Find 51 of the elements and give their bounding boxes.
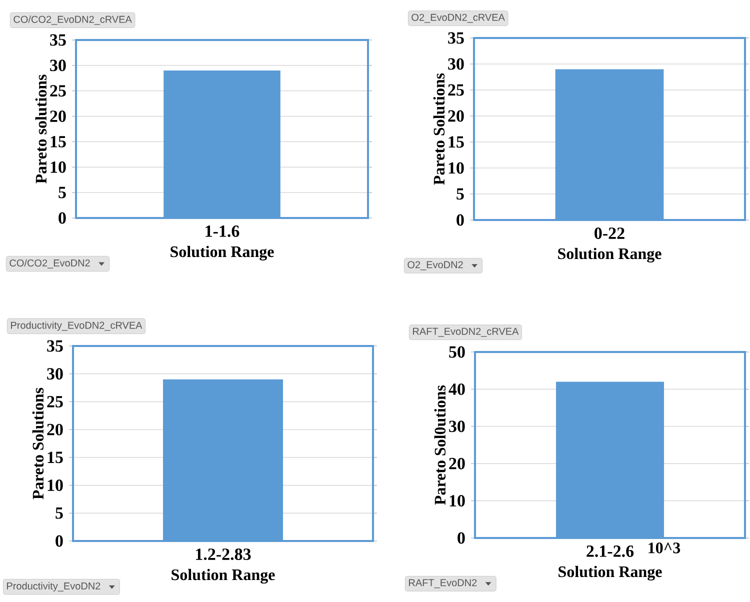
chart-title: RAFT_EvoDN2_cRVEA bbox=[413, 328, 519, 337]
y-tick-label: 0 bbox=[56, 535, 63, 547]
y-tick-label: 10 bbox=[448, 162, 464, 174]
y-tick-label: 30 bbox=[47, 368, 63, 380]
x-axis-title: Solution Range bbox=[170, 246, 274, 261]
y-tick-label: 10 bbox=[450, 495, 465, 507]
x-axis-title: Solution Range bbox=[558, 248, 662, 262]
y-tick-label: 15 bbox=[50, 136, 66, 148]
y-tick-label: 35 bbox=[50, 34, 66, 46]
y-axis-title: Pareto solutions bbox=[35, 74, 47, 184]
text: Productivity_EvoDN2_cRVEA bbox=[11, 321, 142, 331]
y-tick-label: 35 bbox=[448, 32, 464, 44]
x-axis-title: Solution Range bbox=[558, 566, 662, 581]
y-tick-label: 0 bbox=[456, 214, 464, 226]
text: CO/CO2_EvoDN2 bbox=[10, 259, 90, 268]
text: O2_EvoDN2 bbox=[408, 261, 463, 270]
text: RAFT_EvoDN2 bbox=[409, 579, 477, 588]
y-tick-label: 50 bbox=[449, 346, 465, 358]
y-tick-label: 30 bbox=[50, 60, 66, 72]
y-axis-title: Pareto Solutions bbox=[32, 388, 44, 500]
chart-title: O2_EvoDN2_cRVEA bbox=[412, 14, 505, 23]
x-tick-label: 2.1-2.6 bbox=[586, 546, 634, 558]
y-tick-label: 25 bbox=[47, 396, 63, 408]
y-tick-label: 5 bbox=[456, 188, 464, 200]
y-tick-label: 25 bbox=[50, 85, 66, 97]
y-tick-label: 30 bbox=[448, 58, 464, 70]
x-axis-title: Solution Range bbox=[172, 568, 275, 584]
text: CO/CO2_EvoDN2_cRVEA bbox=[14, 16, 132, 25]
y-tick-label: 30 bbox=[449, 420, 465, 432]
y-axis-title: Pareto Solutions bbox=[433, 73, 445, 185]
y-tick-label: 40 bbox=[448, 383, 465, 395]
text: Productivity_EvoDN2 bbox=[7, 582, 100, 592]
x-tick-label: 1-1.6 bbox=[206, 226, 240, 238]
y-tick-label: 5 bbox=[58, 186, 66, 198]
y-tick-label: 20 bbox=[50, 110, 66, 122]
y-tick-label: 5 bbox=[56, 507, 63, 519]
y-tick-label: 20 bbox=[448, 110, 464, 122]
y-tick-label: 35 bbox=[47, 340, 63, 352]
text: 10^3 bbox=[648, 542, 680, 554]
y-axis-title: Pareto Sol0utions bbox=[434, 385, 446, 505]
x-tick-label: 1.2-2.83 bbox=[196, 548, 251, 560]
y-tick-label: 0 bbox=[58, 212, 66, 224]
y-tick-label: 20 bbox=[449, 458, 465, 470]
y-tick-label: 10 bbox=[48, 480, 63, 492]
y-tick-label: 20 bbox=[47, 424, 63, 436]
y-tick-label: 0 bbox=[458, 532, 465, 544]
y-tick-label: 25 bbox=[448, 84, 464, 96]
x-tick-label: 0-22 bbox=[594, 228, 624, 239]
y-tick-label: 15 bbox=[448, 136, 464, 148]
y-tick-label: 10 bbox=[50, 161, 66, 173]
y-tick-label: 15 bbox=[48, 452, 63, 464]
